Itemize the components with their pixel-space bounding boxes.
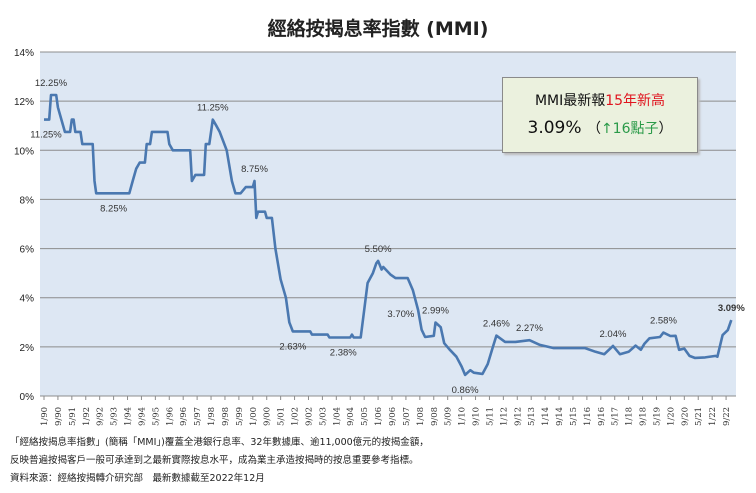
latest-headline: MMI最新報15年新高 xyxy=(503,90,697,110)
x-tick-label: 1/02 xyxy=(291,407,301,426)
x-tick-label: 9/94 xyxy=(137,407,147,426)
x-tick-label: 9/92 xyxy=(96,407,106,426)
x-tick-label: 9/18 xyxy=(639,407,649,426)
x-tick-label: 5/03 xyxy=(318,407,328,426)
y-tick-label: 6% xyxy=(20,245,35,256)
data-label: 8.75% xyxy=(241,164,268,175)
data-label: 11.25% xyxy=(197,103,229,114)
data-label: 2.27% xyxy=(516,323,543,334)
data-label: 3.70% xyxy=(387,309,414,320)
x-tick-label: 5/91 xyxy=(68,407,78,426)
x-tick-label: 9/22 xyxy=(722,407,732,426)
x-tick-label: 5/19 xyxy=(652,407,662,426)
x-tick-label: 1/08 xyxy=(416,407,426,426)
data-label: 2.38% xyxy=(330,348,357,359)
x-tick-label: 5/13 xyxy=(527,407,537,426)
x-tick-label: 9/20 xyxy=(680,407,690,426)
x-tick-label: 1/16 xyxy=(583,407,593,426)
x-tick-label: 5/17 xyxy=(611,407,621,426)
y-tick-label: 0% xyxy=(20,392,35,403)
x-tick-label: 1/00 xyxy=(249,407,259,426)
y-tick-label: 10% xyxy=(14,146,34,157)
x-tick-label: 1/20 xyxy=(666,407,676,426)
x-tick-label: 1/98 xyxy=(207,407,217,426)
x-tick-label: 5/95 xyxy=(151,407,161,426)
data-label: 5.50% xyxy=(365,244,392,255)
data-label: 8.25% xyxy=(100,203,127,214)
y-tick-label: 2% xyxy=(20,343,35,354)
y-tick-label: 14% xyxy=(14,48,34,59)
change-value: ↑16點子 xyxy=(600,121,659,137)
x-tick-label: 9/14 xyxy=(555,407,565,426)
x-tick-label: 1/22 xyxy=(708,407,718,426)
x-tick-label: 1/96 xyxy=(165,407,175,426)
y-tick-label: 8% xyxy=(20,195,35,206)
x-tick-label: 9/10 xyxy=(472,407,482,426)
x-tick-label: 9/02 xyxy=(304,407,314,426)
x-tick-label: 5/21 xyxy=(694,407,704,426)
x-tick-label: 5/93 xyxy=(110,407,120,426)
data-label: 0.86% xyxy=(452,385,479,396)
footnote-1: 「經絡按揭息率指數」(簡稱「MMI」)覆蓋全港銀行息率、32年數據庫、逾11,0… xyxy=(10,437,429,448)
y-tick-label: 12% xyxy=(14,97,34,108)
x-tick-label: 9/12 xyxy=(513,407,523,426)
x-tick-label: 9/98 xyxy=(221,407,231,426)
y-tick-label: 4% xyxy=(20,294,35,305)
data-label: 2.58% xyxy=(650,316,677,327)
data-label: 12.25% xyxy=(35,78,68,89)
x-tick-label: 1/92 xyxy=(82,407,92,426)
x-tick-label: 1/94 xyxy=(124,407,134,426)
mmi-series-line xyxy=(44,93,733,377)
data-label: 2.04% xyxy=(600,329,627,340)
x-tick-label: 5/97 xyxy=(193,407,203,426)
x-tick-label: 9/06 xyxy=(388,407,398,426)
x-tick-label: 5/15 xyxy=(569,407,579,426)
x-tick-label: 1/18 xyxy=(625,407,635,426)
data-label: 11.25% xyxy=(30,130,62,141)
x-tick-label: 9/16 xyxy=(597,407,607,426)
x-tick-label: 1/14 xyxy=(541,407,551,426)
footnote-source: 資料來源：經絡按揭轉介研究部 最新數據截至2022年12月 xyxy=(10,473,265,484)
x-tick-label: 9/96 xyxy=(179,407,189,426)
x-tick-label: 9/90 xyxy=(54,407,64,426)
x-tick-label: 5/09 xyxy=(444,407,454,426)
latest-value-line: 3.09% （↑16點子） xyxy=(503,118,697,138)
x-tick-label: 5/05 xyxy=(360,407,370,426)
data-label: 2.63% xyxy=(279,341,306,352)
data-label: 2.99% xyxy=(422,306,449,317)
latest-value-box: MMI最新報15年新高 3.09% （↑16點子） xyxy=(502,77,698,153)
x-tick-label: 5/99 xyxy=(235,407,245,426)
x-tick-label: 9/00 xyxy=(263,407,273,426)
x-tick-label: 9/04 xyxy=(346,407,356,426)
paren-open: （ xyxy=(586,121,601,137)
footnote-2: 反映普遍按揭客戶一般可承達到之最新實際按息水平，成為業主承造按揭時的按息重要參考… xyxy=(10,455,419,466)
x-tick-label: 9/08 xyxy=(430,407,440,426)
latest-value: 3.09% xyxy=(527,118,582,138)
x-tick-label: 1/12 xyxy=(499,407,509,426)
headline-highlight: 15年新高 xyxy=(605,93,666,109)
data-label: 2.46% xyxy=(483,319,510,330)
x-tick-label: 5/11 xyxy=(485,407,495,426)
x-tick-label: 1/06 xyxy=(374,407,384,426)
headline-prefix: MMI最新報 xyxy=(534,93,606,109)
x-tick-label: 1/04 xyxy=(332,407,342,426)
x-tick-label: 5/07 xyxy=(402,407,412,426)
chart-title: 經絡按揭息率指數 (MMI) xyxy=(267,18,489,40)
x-tick-label: 1/90 xyxy=(40,407,50,426)
data-label: 3.09% xyxy=(718,303,745,314)
x-tick-label: 5/01 xyxy=(277,407,287,426)
x-tick-label: 1/10 xyxy=(458,407,468,426)
paren-close: ） xyxy=(658,121,673,137)
